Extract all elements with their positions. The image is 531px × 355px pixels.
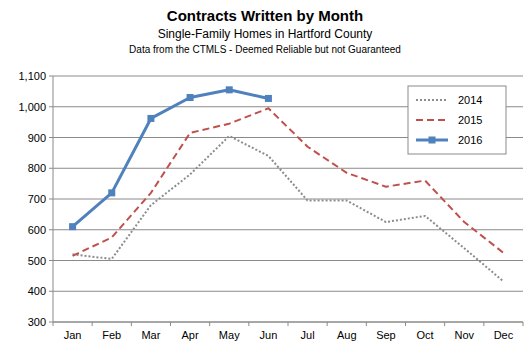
x-tick	[92, 322, 93, 326]
grid-line	[53, 291, 523, 292]
x-tick-label: Jun	[260, 329, 278, 341]
x-tick-label: Jan	[64, 329, 82, 341]
x-tick-label: Aug	[337, 329, 357, 341]
x-tick-label: Dec	[494, 329, 514, 341]
y-tick-label: 1,000	[18, 101, 46, 113]
y-tick	[49, 229, 53, 230]
grid-line	[53, 76, 523, 77]
subtitle: Single-Family Homes in Hartford County	[158, 27, 373, 41]
y-tick	[49, 168, 53, 169]
legend-box	[408, 86, 506, 154]
x-tick-label: Mar	[141, 329, 160, 341]
annotation: Data from the CTMLS - Deemed Reliable bu…	[129, 44, 401, 55]
x-tick	[444, 322, 445, 326]
background	[0, 0, 531, 355]
series-marker	[265, 95, 272, 102]
series-marker	[187, 94, 194, 101]
grid-line	[53, 260, 523, 261]
y-tick-label: 300	[28, 316, 46, 328]
x-tick-label: Feb	[102, 329, 121, 341]
x-tick	[248, 322, 249, 326]
y-tick	[49, 137, 53, 138]
x-tick-label: Oct	[417, 329, 434, 341]
x-tick	[405, 322, 406, 326]
y-tick-label: 900	[28, 132, 46, 144]
y-tick	[49, 106, 53, 107]
x-tick	[366, 322, 367, 326]
legend-label: 2014	[458, 94, 482, 106]
legend-marker	[429, 137, 436, 144]
series-marker	[147, 115, 154, 122]
x-tick	[209, 322, 210, 326]
grid-line	[53, 229, 523, 230]
series-marker	[69, 223, 76, 230]
y-axis	[53, 76, 54, 322]
y-tick-label: 1,100	[18, 70, 46, 82]
y-tick-label: 600	[28, 224, 46, 236]
y-tick	[49, 76, 53, 77]
x-tick	[483, 322, 484, 326]
y-tick-label: 400	[28, 285, 46, 297]
y-tick-label: 800	[28, 162, 46, 174]
x-tick	[131, 322, 132, 326]
x-tick-label: May	[219, 329, 240, 341]
chart: Contracts Written by Month Single-Family …	[0, 0, 531, 355]
grid-line	[53, 199, 523, 200]
x-tick-label: Sep	[376, 329, 396, 341]
series-line	[73, 90, 269, 227]
x-tick	[523, 322, 524, 326]
y-tick-label: 500	[28, 255, 46, 267]
x-tick-label: Nov	[454, 329, 474, 341]
x-tick	[170, 322, 171, 326]
title: Contracts Written by Month	[167, 7, 363, 24]
legend-label: 2015	[458, 114, 482, 126]
x-tick-label: Apr	[182, 329, 199, 341]
y-tick	[49, 260, 53, 261]
x-tick-label: Jul	[301, 329, 315, 341]
legend-label: 2016	[458, 134, 482, 146]
y-tick	[49, 199, 53, 200]
legend-line	[416, 119, 448, 121]
x-tick	[327, 322, 328, 326]
series-marker	[108, 189, 115, 196]
y-tick	[49, 322, 53, 323]
x-tick	[53, 322, 54, 326]
y-tick	[49, 291, 53, 292]
series-marker	[226, 86, 233, 93]
y-tick-label: 700	[28, 193, 46, 205]
legend: 2014 2015 2016	[408, 86, 506, 154]
x-tick	[288, 322, 289, 326]
legend-line	[416, 99, 448, 101]
